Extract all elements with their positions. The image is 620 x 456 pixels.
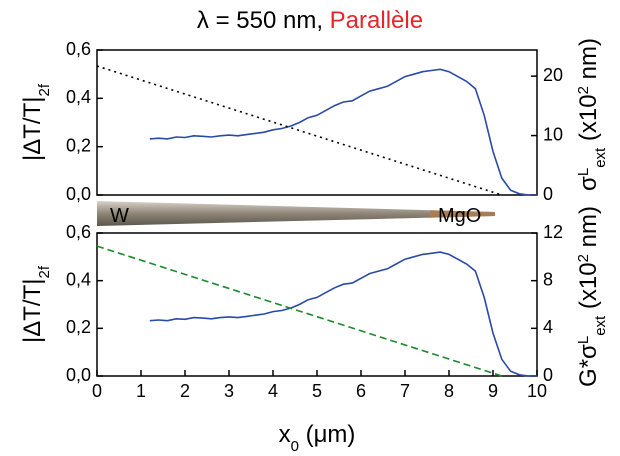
y-tick-label: 0,2 (66, 135, 91, 155)
x-tick-label: 2 (180, 381, 190, 401)
x-tick-label: 3 (224, 381, 234, 401)
x-tick-label: 8 (444, 381, 454, 401)
axis-label-part: x (279, 421, 291, 448)
y2-tick-label: 20 (543, 65, 563, 85)
tip-label: W (110, 205, 129, 227)
x-tick-label: 4 (268, 381, 278, 401)
axis-label: x0 (μm) (279, 421, 356, 455)
data-line (96, 65, 503, 196)
axis-label-part: ext (592, 315, 609, 336)
plot-frame (96, 49, 538, 196)
axis-label-part: |ΔT/T| (19, 279, 46, 344)
y2-tick-label: 10 (543, 124, 563, 144)
y-tick-label: 0,4 (66, 87, 91, 107)
y-tick-label: 0,4 (66, 269, 91, 289)
chart-title: λ = 550 nm, Parallèle (197, 7, 423, 34)
y2-tick-label: 8 (543, 269, 553, 289)
data-line (96, 245, 503, 377)
axis-label-part: |ΔT/T| (19, 97, 46, 162)
y2-tick-label: 0 (543, 184, 553, 204)
y2-tick-label: 4 (543, 317, 553, 337)
y-tick-label: 0,2 (66, 317, 91, 337)
plot-frame (96, 232, 538, 377)
axis-label: |ΔT/T|2f (19, 265, 53, 343)
tip (97, 201, 495, 226)
axis-label-part: 0 (291, 438, 299, 455)
axis-label-part: 2f (36, 265, 53, 278)
x-tick-label: 0 (92, 381, 102, 401)
axis-label-part: L (575, 168, 592, 176)
y-tick-label: 0,6 (66, 39, 91, 59)
axis-label-part: (μm) (299, 421, 355, 448)
axis-label-part: (x10 (575, 262, 602, 315)
axis-label-part: nm) (575, 38, 602, 86)
y-tick-label: 0,0 (66, 365, 91, 385)
axis-label-part: L (575, 336, 592, 344)
axis-label-part: 2f (36, 83, 53, 96)
axis-label-part: nm) (575, 206, 602, 254)
y2-tick-label: 0 (543, 365, 553, 385)
x-tick-label: 10 (527, 381, 547, 401)
x-tick-label: 7 (400, 381, 410, 401)
data-line (149, 251, 537, 377)
title-text: λ = 550 nm, (197, 7, 323, 34)
axis-label-part: G*σ (575, 344, 602, 387)
y-tick-label: 0,6 (66, 222, 91, 242)
axis-label-part: 2 (575, 86, 592, 94)
tip-label: MgO (438, 205, 481, 227)
axis-label-part: ext (592, 147, 609, 168)
axis-label: G*σLext (x102 nm) (575, 206, 609, 387)
axis-label-part: 2 (575, 254, 592, 262)
x-tick-label: 5 (312, 381, 322, 401)
x-tick-label: 9 (488, 381, 498, 401)
data-line (149, 68, 537, 196)
title-highlight: Parallèle (330, 7, 423, 34)
axis-label: |ΔT/T|2f (19, 83, 53, 161)
tip-coating (430, 210, 495, 218)
y-tick-label: 0,0 (66, 184, 91, 204)
axis-label: σLext (x102 nm) (575, 38, 609, 191)
axis-label-part: (x10 (575, 94, 602, 147)
axis-label-part: σ (575, 176, 602, 191)
y2-tick-label: 12 (543, 222, 563, 242)
x-tick-label: 6 (356, 381, 366, 401)
x-tick-label: 1 (136, 381, 146, 401)
